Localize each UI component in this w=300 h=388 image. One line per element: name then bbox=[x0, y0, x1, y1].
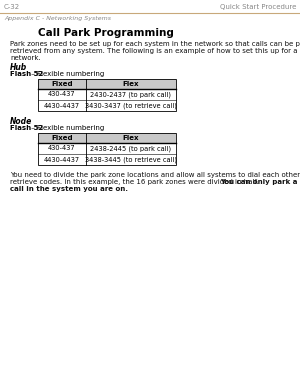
Text: Flex: Flex bbox=[123, 81, 139, 87]
Text: 3438-3445 (to retrieve call): 3438-3445 (to retrieve call) bbox=[85, 156, 177, 163]
Text: 3430-3437 (to retrieve call): 3430-3437 (to retrieve call) bbox=[85, 102, 177, 109]
Text: – Flexible numbering: – Flexible numbering bbox=[29, 71, 104, 77]
Text: Node: Node bbox=[10, 117, 32, 126]
Text: network.: network. bbox=[10, 55, 41, 61]
Text: 430-437: 430-437 bbox=[48, 146, 76, 151]
Text: 4430-4437: 4430-4437 bbox=[44, 102, 80, 109]
Text: Fixed: Fixed bbox=[51, 81, 73, 87]
Text: 430-437: 430-437 bbox=[48, 92, 76, 97]
Text: Flex: Flex bbox=[123, 135, 139, 141]
Text: Appendix C - Networking Systems: Appendix C - Networking Systems bbox=[4, 16, 111, 21]
Text: C-32: C-32 bbox=[4, 4, 20, 10]
Text: You can only park a: You can only park a bbox=[220, 179, 298, 185]
Bar bbox=[38, 79, 176, 111]
Text: call in the system you are on.: call in the system you are on. bbox=[10, 186, 128, 192]
Text: Park zones need to be set up for each system in the network so that calls can be: Park zones need to be set up for each sy… bbox=[10, 41, 300, 47]
Text: Flash 52: Flash 52 bbox=[10, 71, 43, 77]
Text: retrieve codes. In this example, the 16 park zones were divided in half.: retrieve codes. In this example, the 16 … bbox=[10, 179, 261, 185]
Text: Fixed: Fixed bbox=[51, 135, 73, 141]
Text: Quick Start Procedure: Quick Start Procedure bbox=[220, 4, 296, 10]
Text: Hub: Hub bbox=[10, 63, 27, 72]
Text: 4430-4437: 4430-4437 bbox=[44, 156, 80, 163]
Text: retrieved from any system. The following is an example of how to set this up for: retrieved from any system. The following… bbox=[10, 48, 300, 54]
Bar bbox=[38, 79, 176, 89]
Text: Call Park Programming: Call Park Programming bbox=[38, 28, 174, 38]
Text: 2438-2445 (to park call): 2438-2445 (to park call) bbox=[90, 145, 172, 152]
Text: – Flexible numbering: – Flexible numbering bbox=[29, 125, 104, 131]
Text: 2430-2437 (to park call): 2430-2437 (to park call) bbox=[91, 91, 172, 98]
Text: Flash 52: Flash 52 bbox=[10, 125, 43, 131]
Bar bbox=[38, 133, 176, 143]
Text: You need to divide the park zone locations and allow all systems to dial each ot: You need to divide the park zone locatio… bbox=[10, 172, 300, 178]
Bar bbox=[38, 133, 176, 165]
